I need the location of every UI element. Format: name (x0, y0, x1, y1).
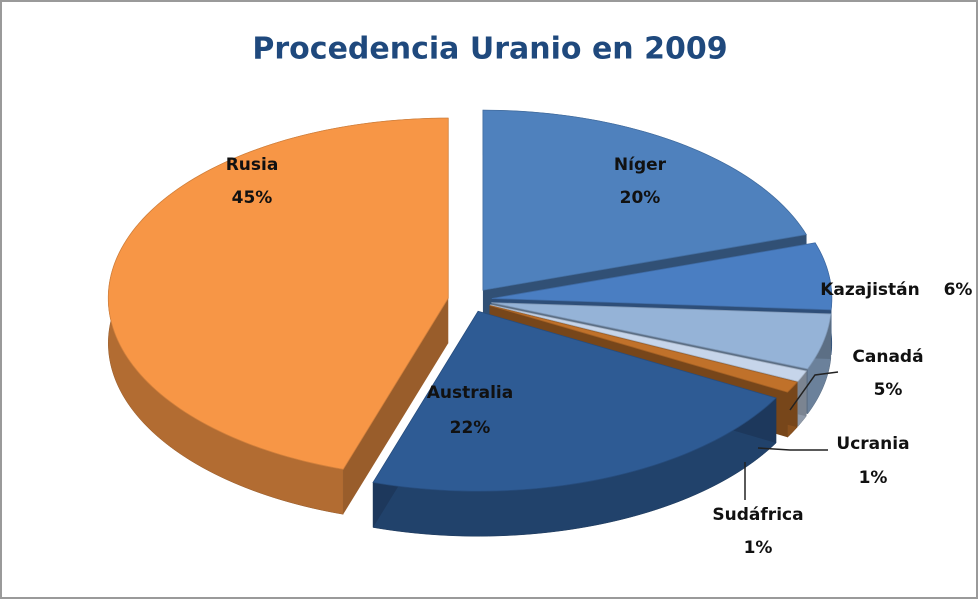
category-label: Sudáfrica (712, 505, 803, 525)
category-label: Australia (427, 383, 514, 403)
slice (482, 109, 807, 291)
category-label: Kazajistán (820, 280, 920, 300)
labels: Níger 20% Kazajistán 6% Canadá 5% Ucrania 1% Sud… (226, 155, 973, 558)
slice-tops (107, 109, 833, 492)
value-label: 5% (874, 380, 903, 400)
slice (107, 117, 449, 470)
category-label: Níger (614, 155, 667, 175)
value-label: 6% (944, 280, 973, 300)
slice (491, 242, 833, 311)
leader-line (789, 371, 839, 411)
category-label: Canadá (852, 347, 923, 367)
value-label: 22% (450, 418, 491, 438)
slice-edge (343, 298, 449, 515)
category-label: Ucrania (836, 434, 909, 454)
slice (491, 302, 832, 370)
slices (107, 109, 833, 537)
value-label: 1% (744, 538, 773, 558)
slice (372, 310, 777, 492)
chart-title: Procedencia Uranio en 2009 (252, 32, 727, 67)
slice (489, 305, 798, 393)
slice (490, 304, 808, 382)
category-label: Rusia (226, 155, 279, 175)
leader-line (757, 447, 828, 451)
value-label: 20% (620, 188, 661, 208)
value-label: 1% (859, 468, 888, 488)
value-label: 45% (232, 188, 273, 208)
leader-lines (744, 371, 839, 500)
